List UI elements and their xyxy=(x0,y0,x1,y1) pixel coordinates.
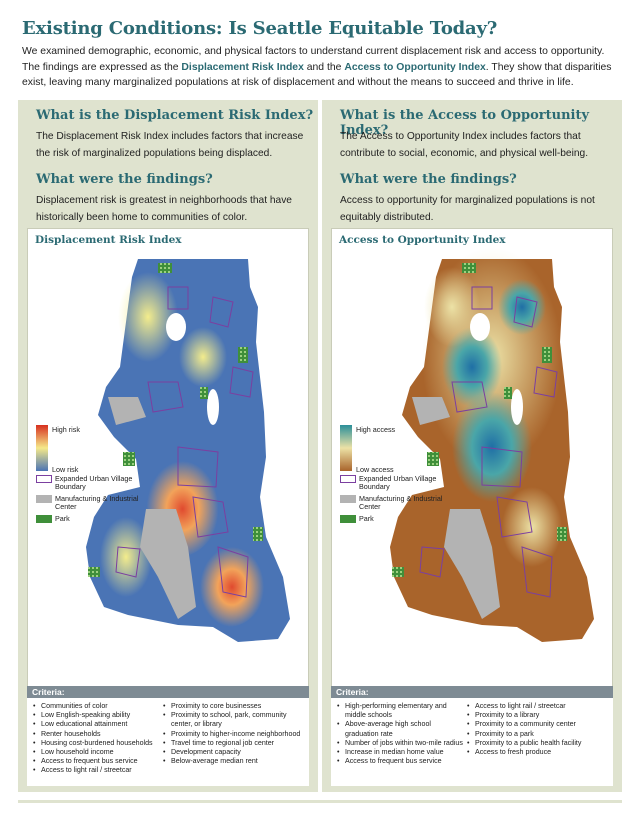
legend-industrial: Manufacturing & Industrial Center xyxy=(55,494,139,511)
criteria-list-1: Communities of colorLow English-speaking… xyxy=(33,702,161,776)
intro-text-3: . They show that disparities exist, leav… xyxy=(22,61,612,89)
opportunity-findings-heading: What were the findings? xyxy=(340,172,517,187)
criteria-item: Travel time to regional job center xyxy=(163,739,305,748)
displacement-map xyxy=(86,259,290,642)
criteria-item: Above-average high school graduation rat… xyxy=(337,720,465,738)
criteria-item: Proximity to core businesses xyxy=(163,702,305,711)
risk-color-ramp xyxy=(36,425,48,471)
park-swatch xyxy=(36,515,52,523)
criteria-item: High-performing elementary and middle sc… xyxy=(337,702,465,720)
displacement-description: The Displacement Risk Index includes fac… xyxy=(36,131,304,159)
criteria-item: Access to frequent bus service xyxy=(33,757,161,766)
industrial-area xyxy=(444,509,500,619)
industrial-swatch xyxy=(340,495,356,503)
opportunity-panel: What is the Access to Opportunity Index?… xyxy=(322,100,622,792)
bottom-divider xyxy=(18,800,622,803)
criteria-item: Development capacity xyxy=(163,748,305,757)
criteria-list-2: Proximity to core businessesProximity to… xyxy=(163,702,305,767)
opportunity-findings-text: Access to opportunity for marginalized p… xyxy=(340,195,595,223)
industrial-area-north xyxy=(412,397,450,425)
access-color-ramp xyxy=(340,425,352,471)
criteria-item: Low household income xyxy=(33,748,161,757)
criteria-item: Proximity to a community center xyxy=(467,720,609,729)
criteria-item: Low English-speaking ability xyxy=(33,711,161,720)
legend-low-access: Low access xyxy=(356,465,394,474)
criteria-header: Criteria: xyxy=(331,686,613,698)
intro-text-2: and the xyxy=(303,61,345,73)
criteria-item: Increase in median home value xyxy=(337,748,465,757)
criteria-item: Proximity to higher-income neighborhood xyxy=(163,730,305,739)
legend-low-risk: Low risk xyxy=(52,465,79,474)
criteria-item: Access to fresh produce xyxy=(467,748,609,757)
opportunity-criteria: Criteria: High-performing elementary and… xyxy=(331,686,613,786)
criteria-item: Proximity to a library xyxy=(467,711,609,720)
criteria-item: Proximity to a public health facility xyxy=(467,739,609,748)
legend-high-access: High access xyxy=(356,425,396,434)
criteria-item: Low educational attainment xyxy=(33,720,161,729)
industrial-area xyxy=(140,509,196,619)
opportunity-heading: What is the Access to Opportunity Index? xyxy=(340,108,590,138)
intro-link-displacement: Displacement Risk Index xyxy=(181,61,304,73)
industrial-swatch xyxy=(36,495,52,503)
displacement-criteria: Criteria: Communities of colorLow Englis… xyxy=(27,686,309,786)
criteria-list-1: High-performing elementary and middle sc… xyxy=(337,702,465,767)
intro-link-opportunity: Access to Opportunity Index xyxy=(344,61,486,73)
displacement-heading: What is the Displacement Risk Index? xyxy=(36,108,314,123)
opportunity-description: The Access to Opportunity Index includes… xyxy=(340,131,589,159)
criteria-item: Access to light rail / streetcar xyxy=(467,702,609,711)
urban-village-swatch xyxy=(36,475,52,483)
criteria-item: Proximity to a park xyxy=(467,730,609,739)
opportunity-map-title: Access to Opportunity Index xyxy=(339,234,506,246)
industrial-area-north xyxy=(108,397,146,425)
displacement-findings-heading: What were the findings? xyxy=(36,172,213,187)
criteria-item: Communities of color xyxy=(33,702,161,711)
displacement-findings-text: Displacement risk is greatest in neighbo… xyxy=(36,195,292,223)
criteria-item: Access to frequent bus service xyxy=(337,757,465,766)
criteria-item: Housing cost-burdened households xyxy=(33,739,161,748)
criteria-item: Access to light rail / streetcar xyxy=(33,766,161,775)
displacement-map-title: Displacement Risk Index xyxy=(35,234,182,246)
intro-paragraph: We examined demographic, economic, and p… xyxy=(22,44,622,91)
legend-industrial: Manufacturing & Industrial Center xyxy=(359,494,443,511)
criteria-item: Below-average median rent xyxy=(163,757,305,766)
criteria-item: Renter households xyxy=(33,730,161,739)
page-title: Existing Conditions: Is Seattle Equitabl… xyxy=(22,18,498,39)
displacement-panel: What is the Displacement Risk Index? The… xyxy=(18,100,318,792)
legend-urban-village: Expanded Urban Village Boundary xyxy=(359,474,437,491)
intro-text-1: We examined demographic, economic, and p… xyxy=(22,46,605,73)
criteria-list-2: Access to light rail / streetcarProximit… xyxy=(467,702,609,757)
criteria-item: Number of jobs within two-mile radius xyxy=(337,739,465,748)
opportunity-map xyxy=(390,247,594,642)
criteria-item: Proximity to school, park, community cen… xyxy=(163,711,305,729)
legend-urban-village: Expanded Urban Village Boundary xyxy=(55,474,133,491)
legend-high-risk: High risk xyxy=(52,425,80,434)
urban-village-swatch xyxy=(340,475,356,483)
legend-park: Park xyxy=(55,514,70,523)
criteria-header: Criteria: xyxy=(27,686,309,698)
park-swatch xyxy=(340,515,356,523)
legend-park: Park xyxy=(359,514,374,523)
